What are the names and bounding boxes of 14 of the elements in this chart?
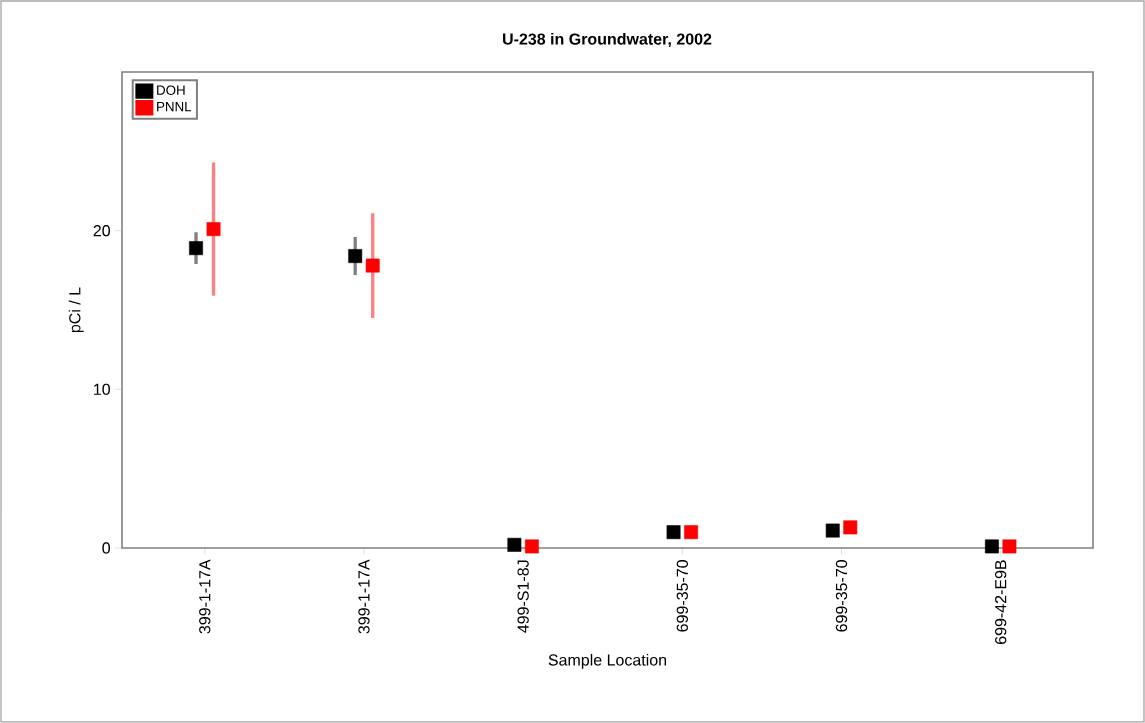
y-tick-label: 20 [93,225,110,237]
x-tick-label: 399-1-17A [199,559,211,634]
x-tick-label: 699-42-E9B [995,560,1007,645]
x-axis-title: Sample Location [548,654,667,669]
x-tick-label: 399-1-17A [358,559,370,634]
x-tick-label: 699-35-70 [676,560,688,632]
y-tick-label: 0 [102,542,111,554]
y-tick-label: 10 [94,383,110,396]
legend-label: PNNL [157,102,192,112]
legend-label: DOH [157,85,185,96]
chart-title: U-238 in Groundwater, 2002 [503,33,712,48]
x-tick-label: 499-S1-8J [517,560,529,633]
x-tick-label: 699-35-70 [835,560,848,632]
y-axis-title: pCi / L [68,287,84,333]
